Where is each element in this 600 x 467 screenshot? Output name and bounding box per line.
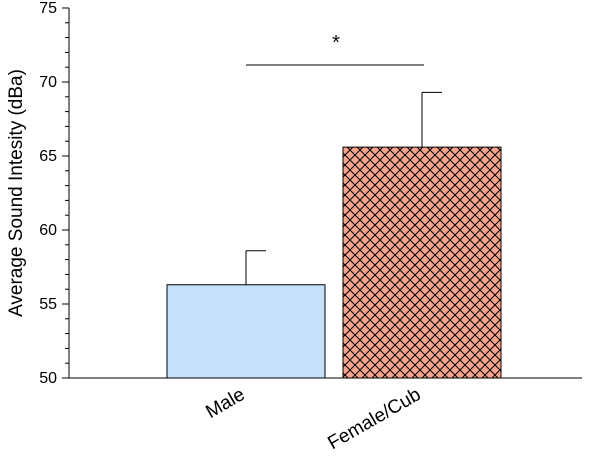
y-tick-label: 65 — [39, 148, 57, 165]
y-tick-label: 60 — [39, 222, 57, 239]
bars — [166, 146, 502, 379]
y-tick-label: 70 — [39, 74, 57, 91]
y-tick-label: 75 — [39, 0, 57, 17]
y-tick-label: 50 — [39, 370, 57, 387]
y-axis-ticks: 50 55 60 65 70 75 — [39, 0, 69, 387]
x-tick-label: Female/Cub — [324, 384, 424, 454]
significance-label: * — [332, 32, 340, 54]
bar-female-cub — [342, 146, 502, 379]
x-axis-labels: Male Female/Cub — [202, 384, 424, 454]
x-tick-label: Male — [202, 384, 248, 423]
y-axis-title: Average Sound Intesity (dBa) — [6, 69, 27, 317]
y-tick-label: 55 — [39, 296, 57, 313]
bar-male — [166, 284, 326, 379]
error-bars — [245, 91, 442, 285]
